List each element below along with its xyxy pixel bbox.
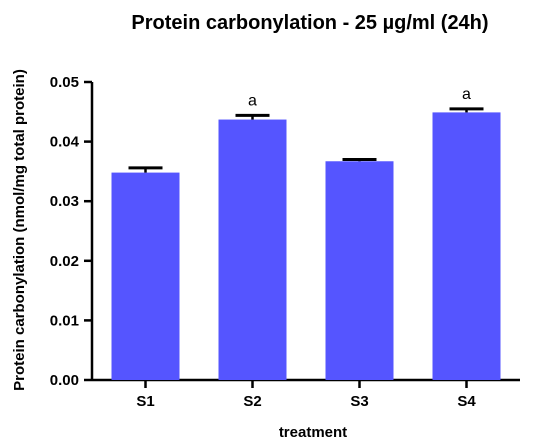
significance-label: a — [462, 86, 471, 103]
bar — [218, 119, 287, 380]
x-tick-label: S1 — [136, 393, 154, 410]
bar — [325, 161, 394, 380]
significance-label: a — [248, 92, 257, 109]
x-tick-label: S2 — [243, 393, 261, 410]
bar — [111, 172, 180, 380]
plot-area: 0.00 0.01 0.02 0.03 0.04 0.05 S1 S2 a S3 S4 a — [50, 74, 520, 410]
x-tick-label: S3 — [350, 393, 368, 410]
x-tick-label: S4 — [457, 393, 476, 410]
y-tick-label: 0.01 — [50, 312, 79, 329]
x-axis-label: treatment — [279, 424, 347, 441]
y-tick-label: 0.05 — [50, 74, 79, 91]
bar — [432, 112, 501, 381]
y-axis-label: Protein carbonylation (nmol/mg total pro… — [11, 69, 28, 391]
y-tick-label: 0.04 — [50, 134, 80, 151]
chart-title: Protein carbonylation - 25 µg/ml (24h) — [131, 12, 488, 34]
y-tick-label: 0.02 — [50, 253, 79, 270]
y-tick-label: 0.00 — [50, 372, 79, 389]
y-tick-label: 0.03 — [50, 193, 79, 210]
